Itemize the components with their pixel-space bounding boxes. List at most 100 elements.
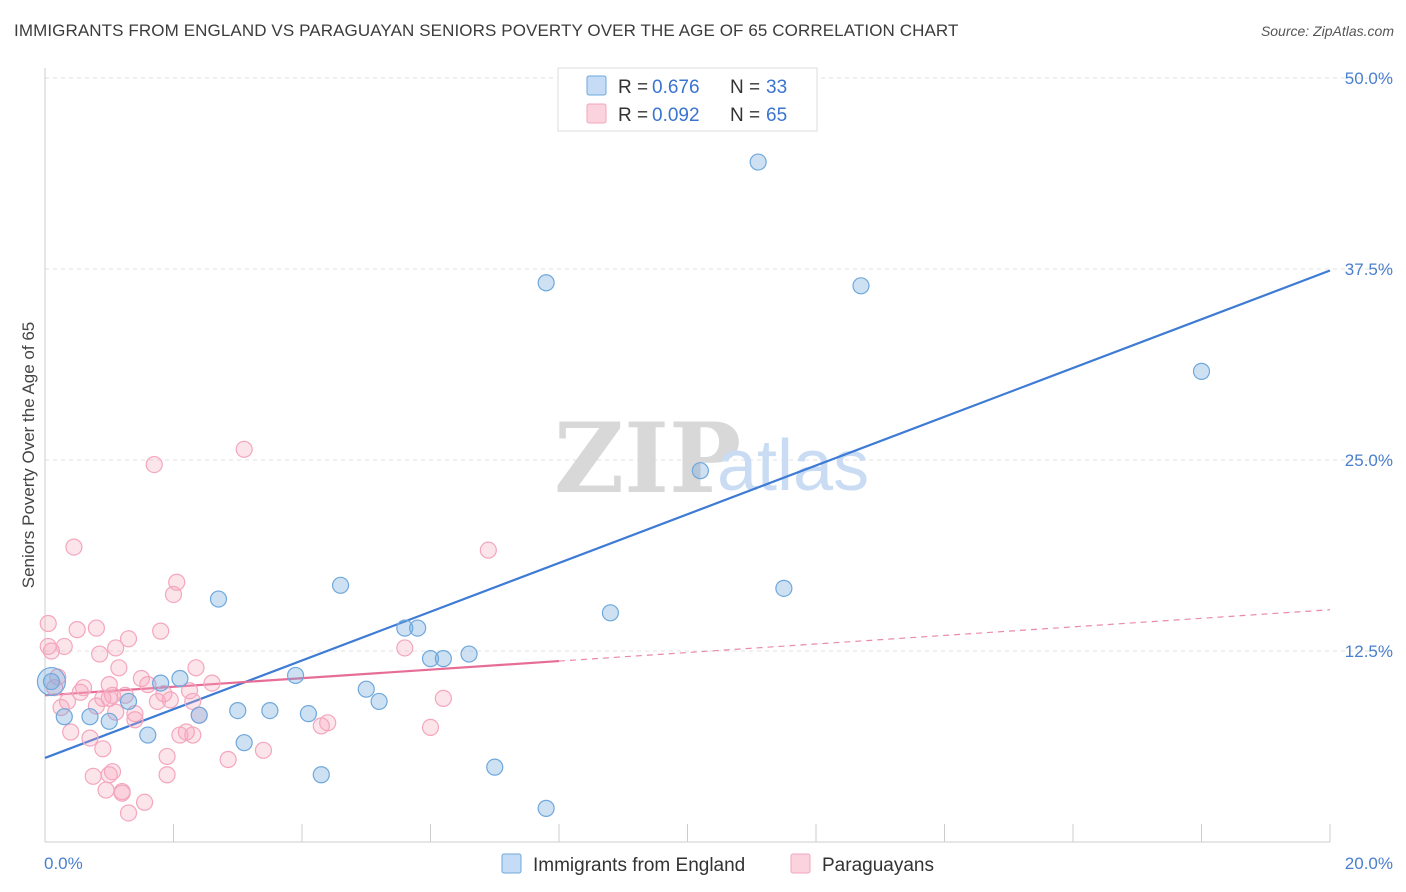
- england-point-20: [409, 619, 427, 637]
- legend-r-value-2: 0.092: [652, 105, 700, 126]
- y-tick-label-2: 37.5%: [1345, 260, 1393, 279]
- legend-r-label-1: R =: [618, 77, 648, 98]
- england-point-19: [396, 619, 414, 637]
- england-point-31: [852, 277, 870, 295]
- paraguayan-point-9: [65, 538, 83, 556]
- paraguayan-point-58: [319, 714, 337, 732]
- england-point-9: [209, 590, 228, 608]
- legend-n-label-2: N =: [730, 105, 760, 126]
- england-point-0: [42, 672, 61, 691]
- paraguayan-point-14: [84, 767, 102, 785]
- legend-r-value-1: 0.676: [652, 77, 700, 98]
- paraguayan-point-41: [158, 747, 176, 766]
- paraguayan-point-26: [107, 639, 125, 657]
- x-tick-label-max: 20.0%: [1345, 854, 1393, 873]
- legend: R = 0.676 N = 33 R = 0.092 N = 65: [557, 67, 818, 132]
- trend-lines: [44, 269, 1331, 759]
- legend-n-value-2: 65: [766, 105, 787, 126]
- paraguayan-point-22: [100, 676, 118, 694]
- x-tick-label-min: 0.0%: [44, 854, 83, 873]
- paraguayan-point-40: [155, 685, 173, 703]
- paraguayan-point-12: [74, 679, 93, 697]
- england-point-12: [261, 701, 279, 720]
- legend-swatch-blue: [586, 75, 607, 96]
- england-point-1: [55, 708, 73, 726]
- paraguayan-point-54: [219, 750, 237, 769]
- trend-line-0: [44, 269, 1331, 759]
- paraguayan-point-18: [94, 740, 112, 758]
- paraguayan-point-59: [396, 639, 414, 657]
- chart-source: Source: ZipAtlas.com: [1260, 23, 1394, 39]
- paraguayan-point-25: [107, 703, 125, 721]
- england-point-25: [537, 799, 555, 817]
- england-point-26: [537, 274, 555, 292]
- gridlines: [45, 77, 1392, 652]
- england-point-27: [601, 604, 620, 622]
- england-point-large: [36, 666, 67, 697]
- paraguayan-point-34: [132, 669, 150, 688]
- paraguayan-point-8: [62, 723, 80, 741]
- chart-title: IMMIGRANTS FROM ENGLAND VS PARAGUAYAN SE…: [14, 21, 959, 40]
- paraguayan-point-19: [94, 689, 112, 707]
- england-point-6: [152, 674, 170, 692]
- bottom-legend-swatch-blue: [501, 853, 522, 874]
- england-point-18: [370, 692, 388, 711]
- legend-swatch-pink: [586, 103, 607, 124]
- paraguayan-point-36: [139, 676, 157, 694]
- paraguayan-point-37: [145, 455, 163, 474]
- paraguayan-point-49: [184, 726, 202, 744]
- england-point-14: [299, 705, 318, 723]
- trend-line-1-dashed: [558, 609, 1331, 662]
- y-tick-labels: 12.5% 25.0% 37.5% 50.0%: [1345, 69, 1393, 661]
- watermark: ZIP atlas: [554, 402, 869, 515]
- paraguayan-point-24: [103, 686, 122, 704]
- legend-n-label-1: N =: [730, 77, 760, 98]
- paraguayan-point-43: [161, 691, 179, 709]
- bottom-legend-swatch-pink: [790, 853, 811, 874]
- england-point-32: [1192, 362, 1211, 380]
- paraguayan-point-35: [135, 793, 154, 811]
- paraguayan-point-56: [254, 741, 273, 759]
- x-ticks: [173, 824, 1331, 842]
- paraguayan-point-27: [110, 659, 128, 677]
- watermark-zip: ZIP: [554, 402, 741, 515]
- paraguayan-point-51: [187, 659, 205, 677]
- england-point-3: [100, 712, 118, 730]
- bottom-legend-label-paraguayans: Paraguayans: [822, 855, 934, 876]
- paraguayan-point-61: [434, 689, 452, 707]
- paraguayan-point-33: [126, 711, 144, 729]
- paraguayan-point-0: [39, 614, 57, 633]
- paraguayan-point-16: [87, 619, 106, 637]
- england-point-5: [139, 726, 157, 744]
- paraguayan-point-10: [68, 621, 86, 639]
- england-point-10: [229, 701, 247, 720]
- paraguayan-point-60: [421, 718, 440, 737]
- paraguayan-point-62: [479, 541, 497, 559]
- england-point-17: [357, 680, 375, 698]
- paraguayan-point-11: [71, 683, 89, 701]
- series-paraguayans: [39, 440, 497, 822]
- england-point-4: [119, 692, 138, 711]
- bottom-legend: Immigrants from England Paraguayans: [501, 853, 934, 876]
- paraguayan-point-39: [152, 622, 170, 640]
- england-point-28: [691, 462, 709, 480]
- england-point-29: [749, 153, 767, 171]
- paraguayan-point-13: [81, 729, 99, 747]
- paraguayan-point-53: [203, 674, 221, 692]
- england-point-24: [486, 758, 504, 776]
- england-point-30: [775, 579, 793, 597]
- legend-n-value-1: 33: [766, 77, 787, 98]
- bottom-legend-label-england: Immigrants from England: [533, 855, 745, 876]
- paraguayan-point-20: [97, 781, 115, 799]
- england-point-23: [460, 645, 478, 663]
- england-point-8: [190, 706, 208, 724]
- paraguayan-point-45: [168, 573, 186, 591]
- england-point-11: [235, 734, 253, 752]
- paraguayan-point-21: [100, 766, 118, 784]
- paraguayan-point-63: [100, 689, 118, 707]
- y-tick-label-3: 50.0%: [1345, 69, 1393, 88]
- paraguayan-point-2: [42, 642, 61, 660]
- y-tick-label-0: 12.5%: [1345, 642, 1393, 661]
- england-point-2: [81, 708, 99, 726]
